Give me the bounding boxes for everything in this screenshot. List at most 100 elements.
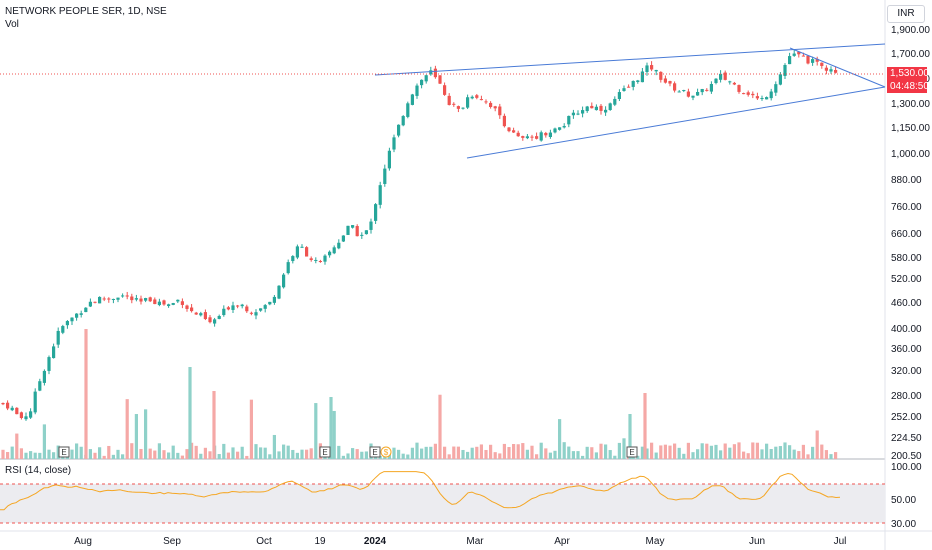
- price-tick-label: 760.00: [891, 202, 922, 213]
- candle-body: [217, 315, 221, 319]
- volume-bar: [581, 455, 585, 459]
- volume-bar: [24, 452, 28, 459]
- price-tick-label: 520.00: [891, 274, 922, 285]
- candle-body: [378, 185, 382, 205]
- candle-body: [300, 246, 304, 248]
- volume-bar: [829, 454, 833, 459]
- candle-body: [19, 412, 23, 418]
- symbol-title[interactable]: NETWORK PEOPLE SER, 1D, NSE: [5, 6, 167, 17]
- volume-bar: [797, 451, 801, 459]
- price-tick-label: 320.00: [891, 366, 922, 377]
- rsi-line: [0, 471, 841, 511]
- volume-bar: [176, 452, 180, 459]
- candle-body: [392, 137, 396, 150]
- volume-bar: [760, 449, 764, 459]
- volume-bar: [438, 394, 442, 459]
- volume-bar: [719, 450, 723, 459]
- price-tick-label: 1,000.00: [891, 149, 930, 160]
- volume-bar: [709, 445, 713, 459]
- volume-bar: [153, 450, 157, 459]
- candle-body: [185, 305, 189, 309]
- volume-label[interactable]: Vol: [5, 19, 19, 30]
- volume-bar: [723, 443, 727, 459]
- earnings-marker: [58, 446, 70, 458]
- volume-bar: [268, 454, 272, 459]
- candle-body: [351, 225, 355, 228]
- candle-body: [553, 128, 557, 133]
- candle-body: [788, 56, 792, 65]
- volume-bar: [700, 443, 704, 459]
- candle-body: [84, 307, 88, 313]
- price-axis: 1,900.001,700.001,500.001,300.001,150.00…: [891, 25, 930, 462]
- candle-body: [627, 86, 631, 88]
- volume-bar: [778, 446, 782, 459]
- volume-bar: [98, 447, 102, 459]
- volume-bar: [433, 443, 437, 459]
- volume-bar: [512, 444, 516, 459]
- candle-body: [268, 301, 272, 305]
- candle-body: [581, 110, 585, 114]
- candle-body: [778, 74, 782, 85]
- candle-body: [746, 92, 750, 95]
- currency-button[interactable]: INR: [887, 5, 925, 23]
- candle-body: [484, 101, 488, 103]
- candle-body: [226, 307, 230, 310]
- time-tick-label: 19: [314, 536, 326, 547]
- candle-body: [176, 299, 180, 302]
- candle-body: [259, 308, 263, 311]
- volume-bar: [130, 443, 134, 459]
- candle-body: [364, 230, 368, 235]
- price-tick-label: 1,300.00: [891, 99, 930, 110]
- volume-bar: [558, 419, 562, 459]
- candle-body: [686, 91, 690, 97]
- volume-bar: [544, 448, 548, 459]
- rsi-label[interactable]: RSI (14, close): [5, 465, 72, 476]
- candle-body: [769, 91, 773, 99]
- dividend-marker: [380, 446, 392, 458]
- candle-body: [691, 95, 695, 98]
- volume-bar: [489, 444, 493, 459]
- volume-bar: [10, 446, 14, 459]
- candle-body: [203, 312, 207, 320]
- price-tick-label: 360.00: [891, 344, 922, 355]
- volume-bar: [668, 445, 672, 459]
- volume-bar: [755, 442, 759, 459]
- candle-body: [705, 89, 709, 91]
- volume-bar: [815, 430, 819, 459]
- candle-body: [558, 127, 562, 130]
- candle-body: [498, 106, 502, 116]
- price-tick-label: 200.50: [891, 451, 922, 462]
- event-markers: E E E $ E: [58, 446, 638, 458]
- candle-body: [742, 93, 746, 95]
- candle-body: [663, 78, 667, 83]
- volume-bar: [686, 442, 690, 459]
- candle-body: [650, 65, 654, 70]
- volume-bar: [516, 444, 520, 459]
- time-tick-label: Mar: [466, 536, 484, 547]
- candle-body: [608, 103, 612, 111]
- candle-body: [700, 88, 704, 93]
- candle-body: [765, 97, 769, 100]
- time-axis: Aug Sep Oct 19 2024 Mar Apr May Jun Jul: [74, 536, 846, 547]
- volume-bar: [208, 451, 212, 459]
- volume-bar: [643, 393, 647, 459]
- candle-body: [751, 93, 755, 96]
- candle-body: [585, 106, 589, 112]
- candle-body: [525, 136, 529, 139]
- volume-bar: [217, 454, 221, 459]
- volume-bar: [194, 445, 198, 459]
- candle-body: [199, 313, 203, 316]
- candle-body: [728, 81, 732, 83]
- volume-bar: [663, 444, 667, 459]
- candle-body: [590, 105, 594, 109]
- volume-bar: [364, 451, 368, 459]
- candle-body: [139, 298, 143, 302]
- volume-bar: [410, 447, 414, 459]
- candle-body: [530, 136, 534, 138]
- volume-bar: [1, 449, 5, 459]
- volume-bar: [33, 452, 37, 459]
- candle-body: [760, 98, 764, 100]
- candle-body: [213, 319, 217, 324]
- volume-bar: [769, 449, 773, 459]
